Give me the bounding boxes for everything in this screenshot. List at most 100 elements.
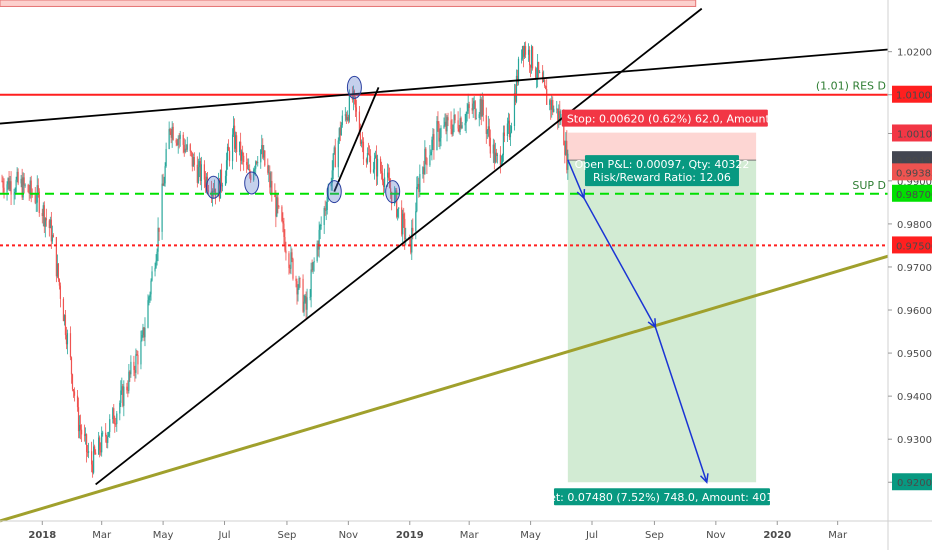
- candle-body: [23, 177, 25, 186]
- candle-body: [120, 390, 122, 403]
- stop-label-bg: [561, 109, 768, 127]
- candle-body: [10, 181, 12, 195]
- candle-body: [128, 371, 130, 391]
- candle-body: [108, 432, 110, 437]
- candle-body: [176, 142, 178, 145]
- candle-body: [305, 295, 307, 310]
- candle-body: [424, 148, 426, 175]
- candle-body: [466, 111, 468, 114]
- x-tick-label: May: [520, 530, 541, 541]
- candle-body: [162, 183, 164, 186]
- candle-body: [472, 103, 474, 111]
- candle-body: [2, 181, 4, 188]
- candle-body: [228, 150, 231, 162]
- candle-body: [257, 162, 259, 164]
- candle-body: [112, 408, 114, 420]
- candle-body: [158, 227, 160, 232]
- candle-body: [281, 206, 283, 221]
- candle-body: [531, 46, 534, 69]
- candle-body: [334, 147, 336, 168]
- candle-body: [137, 354, 139, 365]
- candle-body: [240, 141, 242, 161]
- candle-body: [323, 208, 325, 225]
- candle-body: [13, 193, 15, 195]
- projection-segment: [583, 197, 657, 328]
- candle-body: [15, 179, 17, 192]
- candle-body: [136, 354, 138, 355]
- candle-body: [218, 179, 221, 199]
- candle-body: [52, 234, 54, 238]
- candle-body: [508, 120, 511, 138]
- candle-body: [207, 190, 210, 192]
- candle-body: [537, 62, 539, 78]
- candle-body: [496, 154, 498, 156]
- candle-body: [299, 278, 301, 280]
- candle-body: [254, 168, 256, 170]
- candle-body: [492, 144, 494, 154]
- candle-body: [197, 167, 199, 183]
- candle-body: [488, 126, 490, 138]
- candle-body: [7, 178, 9, 185]
- zones-layer: [0, 0, 757, 483]
- candle-body: [544, 79, 546, 87]
- trendline: [0, 48, 889, 125]
- candle-body: [361, 141, 364, 143]
- candle-body: [382, 181, 385, 187]
- candle-body: [290, 252, 292, 269]
- candle-body: [510, 125, 513, 133]
- candle-body: [268, 172, 270, 174]
- candle-body: [464, 123, 466, 126]
- candle-body: [6, 184, 8, 193]
- candle-body: [107, 436, 109, 443]
- candle-body: [558, 111, 560, 121]
- candle-body: [56, 263, 58, 277]
- candle-body: [92, 464, 94, 473]
- candle-body: [341, 115, 343, 126]
- candle-body: [3, 187, 5, 193]
- candle-body: [376, 158, 379, 177]
- y-tick-label: 0.92000: [897, 478, 932, 489]
- candle-body: [339, 128, 341, 136]
- candle-body: [140, 340, 142, 365]
- candle-body: [546, 89, 548, 105]
- projection-arrowhead: [699, 473, 709, 484]
- candle-body: [192, 157, 194, 167]
- projection-segment: [654, 327, 708, 483]
- candle-body: [401, 207, 403, 235]
- candle-body: [191, 152, 193, 167]
- candle-body: [443, 125, 445, 128]
- candle-body: [269, 172, 271, 188]
- candle-body: [549, 100, 551, 105]
- candle-body: [316, 243, 318, 261]
- candle-body: [458, 128, 460, 132]
- candle-body: [460, 118, 462, 129]
- target-zone: [567, 160, 757, 483]
- candle-body: [109, 419, 111, 433]
- candle-body: [423, 167, 425, 175]
- candle-body: [345, 114, 347, 120]
- candle-body: [203, 164, 205, 180]
- touch-circle: [326, 180, 342, 204]
- candle-body: [437, 121, 439, 124]
- candle-body: [292, 259, 294, 279]
- candle-body: [204, 179, 206, 187]
- candle-body: [398, 207, 400, 209]
- candle-body: [528, 49, 531, 66]
- candle-body: [306, 297, 308, 310]
- candle-body: [113, 408, 115, 424]
- candle-body: [70, 357, 73, 375]
- candle-body: [332, 153, 334, 171]
- candle-body: [480, 99, 482, 117]
- candle-body: [50, 219, 52, 242]
- candle-body: [355, 107, 358, 112]
- candle-body: [461, 125, 463, 129]
- x-tick-label: 2019: [396, 530, 424, 541]
- candle-body: [486, 130, 488, 134]
- candle-body: [185, 148, 187, 150]
- touch-circle: [205, 175, 221, 199]
- candle-body: [358, 111, 361, 134]
